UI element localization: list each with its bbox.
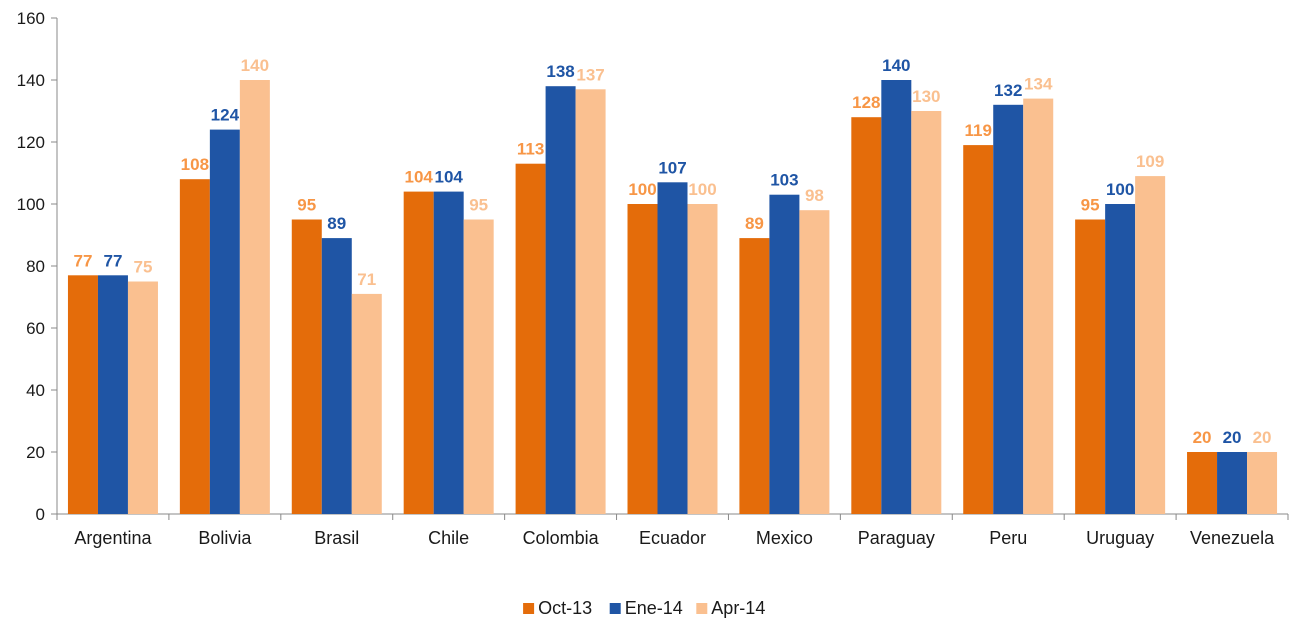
x-tick-label: Bolivia <box>198 528 252 548</box>
legend-label: Apr-14 <box>711 598 765 618</box>
data-label: 107 <box>658 158 686 177</box>
bar <box>1247 452 1278 514</box>
x-tick-label: Argentina <box>74 528 152 548</box>
x-tick-label: Chile <box>428 528 469 548</box>
x-tick-label: Peru <box>989 528 1027 548</box>
data-labels: 77 77 75 108 124 140 95 89 71 104 104 95 113 138 137 10… <box>73 56 1271 447</box>
data-label: 98 <box>805 186 824 205</box>
bar <box>851 117 882 514</box>
data-label: 20 <box>1193 428 1212 447</box>
data-label: 77 <box>73 251 92 270</box>
bar <box>575 89 606 515</box>
legend: Oct-13 Ene-14 Apr-14 <box>523 598 765 618</box>
y-tick-label: 0 <box>36 505 45 524</box>
data-label: 100 <box>688 180 716 199</box>
bar <box>239 80 270 514</box>
y-tick-label: 80 <box>26 257 45 276</box>
data-label: 71 <box>357 270 376 289</box>
bar <box>687 204 718 514</box>
bar <box>127 281 158 514</box>
data-label: 124 <box>211 106 240 125</box>
x-tick-label: Brasil <box>314 528 359 548</box>
bar <box>1135 176 1166 514</box>
data-label: 140 <box>882 56 910 75</box>
x-tick-label: Mexico <box>756 528 813 548</box>
bar <box>963 145 994 514</box>
data-label: 140 <box>241 56 269 75</box>
bars <box>67 80 1278 515</box>
y-tick-label: 120 <box>17 133 45 152</box>
legend-label: Oct-13 <box>538 598 592 618</box>
data-label: 95 <box>1081 196 1100 215</box>
bar <box>627 204 658 514</box>
legend-label: Ene-14 <box>625 598 683 618</box>
x-tick-label: Venezuela <box>1190 528 1275 548</box>
data-label: 108 <box>181 155 209 174</box>
data-label: 109 <box>1136 152 1164 171</box>
bar <box>1217 452 1248 514</box>
y-tick-label: 100 <box>17 195 45 214</box>
bar <box>433 191 464 514</box>
bar <box>321 238 352 514</box>
legend-swatch <box>696 603 708 614</box>
data-label: 20 <box>1253 428 1272 447</box>
data-label: 100 <box>1106 180 1134 199</box>
bar <box>545 86 576 514</box>
bar <box>97 275 128 514</box>
bar <box>1187 452 1218 514</box>
axes: 0 20 40 60 80 100 120 140 160 Argentina Bolivia Bra… <box>17 9 1289 548</box>
bar <box>799 210 830 514</box>
y-tick-label: 40 <box>26 381 45 400</box>
bar <box>911 111 942 514</box>
bar <box>1023 98 1054 514</box>
data-label: 103 <box>770 171 798 190</box>
data-label: 77 <box>103 251 122 270</box>
bar <box>291 219 322 514</box>
bar <box>179 179 210 514</box>
bar <box>351 293 382 514</box>
legend-swatch <box>523 603 535 614</box>
bar <box>993 104 1024 515</box>
bar <box>209 129 240 514</box>
data-label: 104 <box>404 168 433 187</box>
bar <box>1105 204 1136 514</box>
bar <box>515 163 546 514</box>
y-tick-label: 20 <box>26 443 45 462</box>
data-label: 128 <box>852 93 880 112</box>
data-label: 89 <box>327 214 346 233</box>
data-label: 130 <box>912 87 940 106</box>
bar <box>739 238 770 514</box>
data-label: 113 <box>517 140 544 159</box>
bar <box>403 191 434 514</box>
data-label: 89 <box>745 214 764 233</box>
y-tick-label: 140 <box>17 71 45 90</box>
x-tick-label: Ecuador <box>639 528 706 548</box>
x-tick-label: Paraguay <box>858 528 935 548</box>
legend-swatch <box>609 603 621 614</box>
data-label: 100 <box>628 180 656 199</box>
y-tick-label: 60 <box>26 319 45 338</box>
bar <box>881 80 912 514</box>
data-label: 134 <box>1024 75 1053 94</box>
data-label: 138 <box>546 62 574 81</box>
data-label: 132 <box>994 81 1022 100</box>
bar <box>463 219 494 514</box>
data-label: 104 <box>434 168 463 187</box>
bar <box>769 194 800 514</box>
x-tick-label: Uruguay <box>1086 528 1154 548</box>
data-label: 137 <box>576 65 604 84</box>
y-tick-label: 160 <box>17 9 45 28</box>
bar <box>67 275 98 514</box>
bar <box>1075 219 1106 514</box>
x-tick-label: Colombia <box>523 528 600 548</box>
data-label: 119 <box>965 121 992 140</box>
data-label: 95 <box>297 196 316 215</box>
bar <box>657 182 688 515</box>
data-label: 95 <box>469 196 488 215</box>
data-label: 75 <box>133 258 152 277</box>
data-label: 20 <box>1223 428 1242 447</box>
